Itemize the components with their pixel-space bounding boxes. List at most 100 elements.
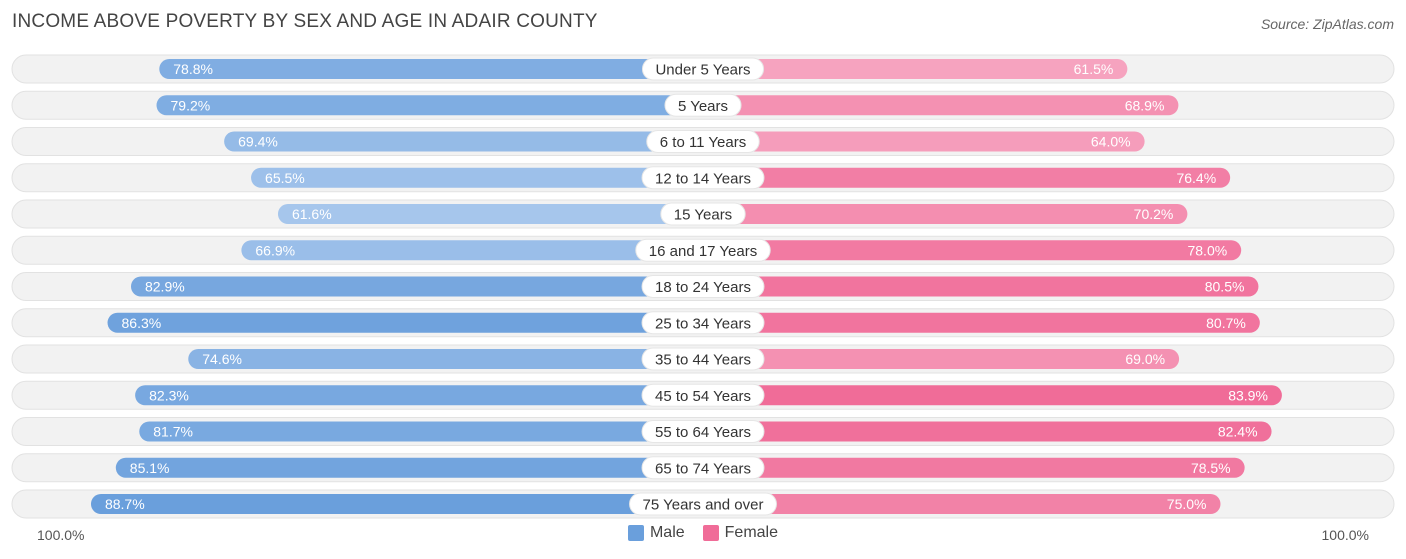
- category-label: 75 Years and over: [643, 497, 764, 514]
- category-label: 15 Years: [674, 207, 732, 224]
- category-label: 16 and 17 Years: [649, 243, 757, 260]
- female-value-label: 80.5%: [1205, 279, 1245, 295]
- category-label: 18 to 24 Years: [655, 279, 751, 296]
- male-value-label: 88.7%: [105, 496, 145, 512]
- male-bar: [156, 95, 703, 116]
- female-bar: [703, 457, 1245, 478]
- male-value-label: 82.3%: [149, 387, 189, 403]
- female-value-label: 78.5%: [1191, 460, 1231, 476]
- female-value-label: 61.5%: [1074, 61, 1114, 77]
- category-label: 6 to 11 Years: [660, 134, 746, 151]
- male-bar: [90, 494, 704, 514]
- chart-row: 85.1% 78.5% 65 to 74 Years: [11, 453, 1395, 483]
- category-pill: [641, 311, 765, 335]
- category-pill: [664, 93, 742, 117]
- axis-right-label: 100.0%: [1321, 527, 1369, 543]
- category-pill: [641, 166, 765, 190]
- chart-row: 88.7% 75.0% 75 Years and over: [11, 489, 1395, 519]
- category-label: 5 Years: [678, 98, 728, 115]
- female-bar: [703, 276, 1259, 297]
- male-bar: [188, 349, 703, 369]
- male-value-label: 66.9%: [255, 242, 295, 258]
- legend-item-male: Male: [627, 524, 685, 542]
- legend-label-female: Female: [724, 524, 779, 541]
- female-bar: [703, 59, 1128, 79]
- legend-swatch-female: [702, 525, 719, 541]
- female-value-label: 76.4%: [1176, 170, 1216, 186]
- chart-row: 82.9% 80.5% 18 to 24 Years: [11, 272, 1395, 301]
- chart-row: 69.4% 64.0% 6 to 11 Years: [11, 127, 1395, 156]
- chart-row: 86.3% 80.7% 25 to 34 Years: [11, 308, 1395, 338]
- male-bar: [115, 457, 703, 478]
- source-label: Source: ZipAtlas.com: [1260, 16, 1394, 32]
- female-bar: [703, 349, 1180, 369]
- category-pill: [635, 238, 771, 262]
- female-value-label: 69.0%: [1125, 351, 1165, 367]
- male-value-label: 79.2%: [171, 97, 211, 113]
- female-value-label: 82.4%: [1218, 424, 1258, 440]
- female-value-label: 64.0%: [1091, 134, 1131, 150]
- female-value-label: 68.9%: [1125, 97, 1165, 113]
- female-value-label: 78.0%: [1187, 242, 1227, 258]
- male-bar: [159, 59, 703, 79]
- male-value-label: 65.5%: [265, 170, 305, 186]
- male-value-label: 78.8%: [173, 61, 213, 77]
- female-value-label: 83.9%: [1228, 387, 1268, 403]
- category-pill: [641, 57, 765, 81]
- male-value-label: 74.6%: [202, 351, 242, 367]
- category-label: Under 5 Years: [655, 62, 750, 79]
- male-bar: [139, 421, 703, 442]
- category-label: 25 to 34 Years: [655, 315, 751, 332]
- legend-item-female: Female: [702, 524, 779, 542]
- male-value-label: 69.4%: [238, 134, 278, 150]
- chart-row: 79.2% 68.9% 5 Years: [11, 90, 1395, 120]
- female-bar: [703, 95, 1179, 116]
- category-label: 12 to 14 Years: [655, 170, 751, 187]
- male-value-label: 61.6%: [292, 206, 332, 222]
- male-value-label: 81.7%: [153, 424, 193, 440]
- male-bar: [277, 204, 703, 224]
- axis-left-label: 100.0%: [37, 527, 85, 543]
- female-bar: [703, 204, 1188, 224]
- male-bar: [107, 312, 703, 333]
- female-bar: [703, 167, 1231, 188]
- legend: Male Female: [0, 524, 1406, 542]
- category-pill: [641, 456, 765, 480]
- category-pill: [646, 130, 760, 153]
- bar-chart: 78.8% 61.5% Under 5 Years 79.2% 68.9% 5 Years…: [11, 54, 1395, 519]
- female-bar: [703, 494, 1221, 514]
- chart-row: 74.6% 69.0% 35 to 44 Years: [11, 344, 1395, 374]
- male-value-label: 82.9%: [145, 279, 185, 295]
- female-value-label: 70.2%: [1134, 206, 1174, 222]
- male-bar: [241, 240, 703, 261]
- male-value-label: 85.1%: [130, 460, 170, 476]
- male-bar: [135, 385, 703, 406]
- chart-row: 61.6% 70.2% 15 Years: [11, 199, 1395, 229]
- category-pill: [641, 275, 765, 298]
- chart-row: 66.9% 78.0% 16 and 17 Years: [11, 235, 1395, 265]
- category-pill: [629, 492, 777, 516]
- category-label: 55 to 64 Years: [655, 424, 751, 441]
- chart-title: INCOME ABOVE POVERTY BY SEX AND AGE IN A…: [12, 11, 598, 32]
- chart-row: 65.5% 76.4% 12 to 14 Years: [11, 163, 1395, 193]
- female-bar: [703, 131, 1145, 152]
- category-pill: [641, 383, 765, 407]
- female-value-label: 80.7%: [1206, 315, 1246, 331]
- chart-row: 78.8% 61.5% Under 5 Years: [11, 54, 1395, 84]
- male-bar: [224, 131, 703, 152]
- legend-swatch-male: [627, 525, 644, 541]
- legend-label-male: Male: [649, 524, 685, 541]
- category-pill: [660, 202, 746, 226]
- female-bar: [703, 421, 1272, 442]
- male-bar: [130, 276, 704, 297]
- category-pill: [641, 420, 765, 443]
- category-pill: [641, 347, 765, 371]
- female-bar: [703, 385, 1282, 406]
- category-label: 35 to 44 Years: [655, 352, 751, 369]
- category-label: 65 to 74 Years: [655, 460, 751, 477]
- chart-row: 82.3% 83.9% 45 to 54 Years: [11, 380, 1395, 410]
- male-bar: [251, 167, 704, 188]
- female-value-label: 75.0%: [1167, 496, 1207, 512]
- female-bar: [703, 240, 1242, 261]
- male-value-label: 86.3%: [122, 315, 162, 331]
